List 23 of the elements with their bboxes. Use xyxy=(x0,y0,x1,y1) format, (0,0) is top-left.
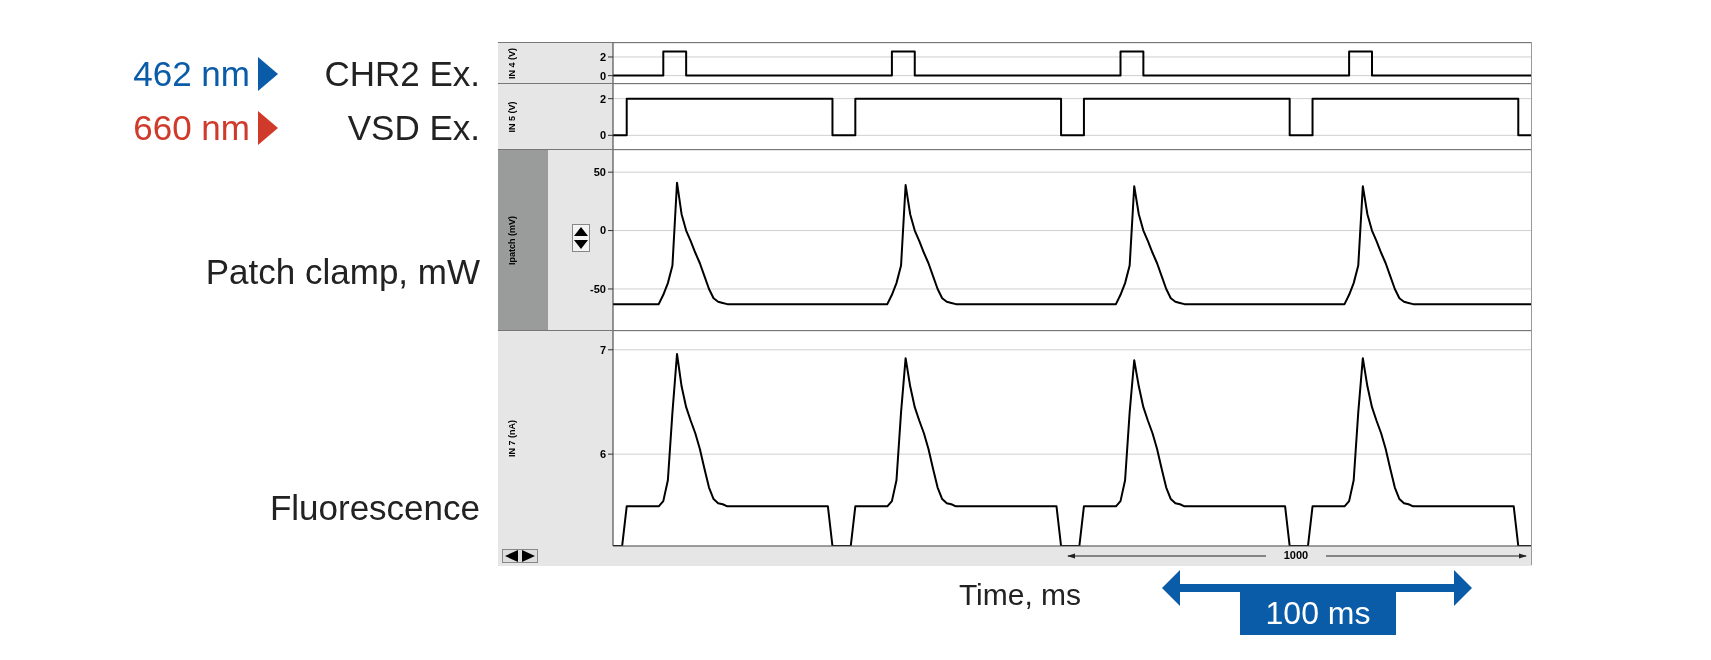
text: 100 ms xyxy=(1240,591,1396,635)
y-tick-label: 2 xyxy=(599,50,606,63)
text: Patch clamp, mW xyxy=(205,251,480,293)
y-tick-label: 50 xyxy=(593,166,606,179)
chart-title: CHR2 Ex. xyxy=(324,53,480,95)
y-tick-label: 7 xyxy=(599,343,606,356)
line-series xyxy=(612,181,1532,306)
text: 462 nm xyxy=(133,53,250,95)
y-axis-title: Ipatch (mV) xyxy=(507,215,518,266)
y-axis-title: IN 5 (V) xyxy=(507,101,518,133)
y-tick-label: 0 xyxy=(599,129,606,142)
y-tick-label: -50 xyxy=(590,282,606,295)
y-axis-title: IN 4 (V) xyxy=(507,47,518,80)
y-tick-label: 2 xyxy=(599,92,606,105)
text: 1000 xyxy=(1266,548,1326,562)
y-tick-label: 0 xyxy=(599,69,606,82)
y-tick-label: 6 xyxy=(599,448,606,461)
text: VSD Ex. xyxy=(347,107,480,149)
y-tick-label: 0 xyxy=(599,224,606,237)
text: Fluorescence xyxy=(269,487,480,529)
text: 660 nm xyxy=(133,107,250,149)
x-axis-title: Time, ms xyxy=(957,577,1083,613)
y-axis-title: IN 7 (nA) xyxy=(507,420,518,457)
